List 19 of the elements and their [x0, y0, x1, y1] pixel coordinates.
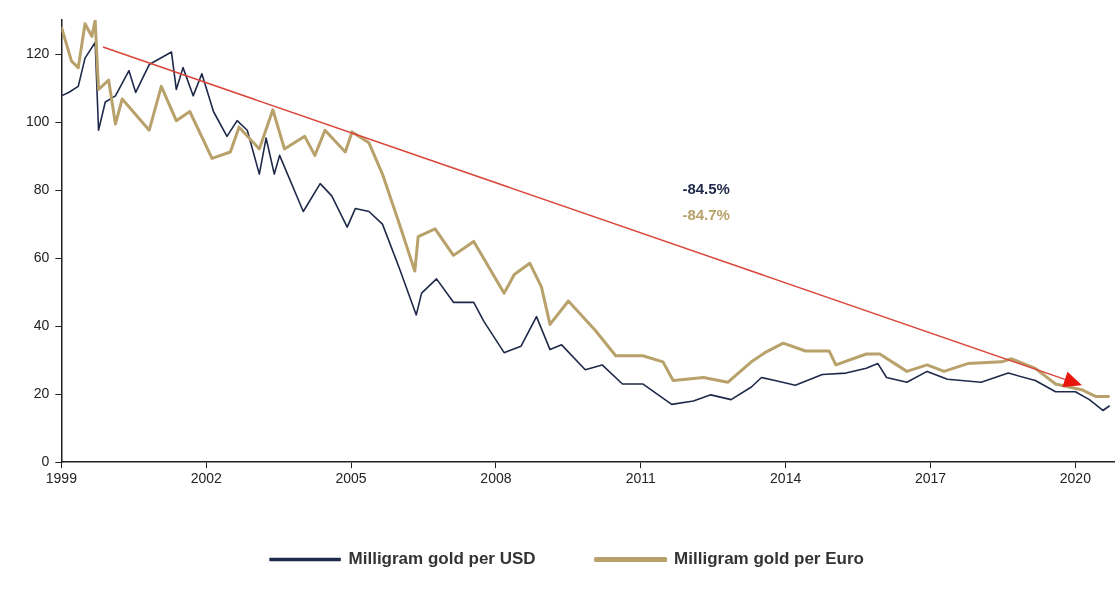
y-tick-label: 100 [26, 112, 50, 129]
y-tick-label: 40 [33, 317, 50, 333]
annotation: -84.7% [682, 206, 730, 224]
x-tick-label: 1999 [45, 470, 78, 487]
annotation: -84.5% [682, 180, 730, 198]
legend-label: Milligram gold per Euro [674, 549, 864, 569]
x-tick-label: 2014 [770, 470, 802, 487]
x-tick-label: 2002 [190, 470, 222, 487]
y-tick-label: 0 [41, 453, 50, 470]
x-tick-label: 2020 [1059, 470, 1092, 487]
x-tick-label: 2005 [335, 470, 367, 487]
legend-label: Milligram gold per USD [348, 549, 536, 569]
x-tick-label: 2017 [914, 470, 947, 487]
x-tick-label: 2008 [480, 470, 512, 487]
y-tick-label: 60 [33, 248, 50, 265]
y-tick-label: 20 [33, 385, 50, 402]
y-tick-label: 120 [26, 44, 50, 61]
x-tick-label: 2011 [625, 470, 657, 487]
y-tick-label: 80 [33, 180, 50, 197]
